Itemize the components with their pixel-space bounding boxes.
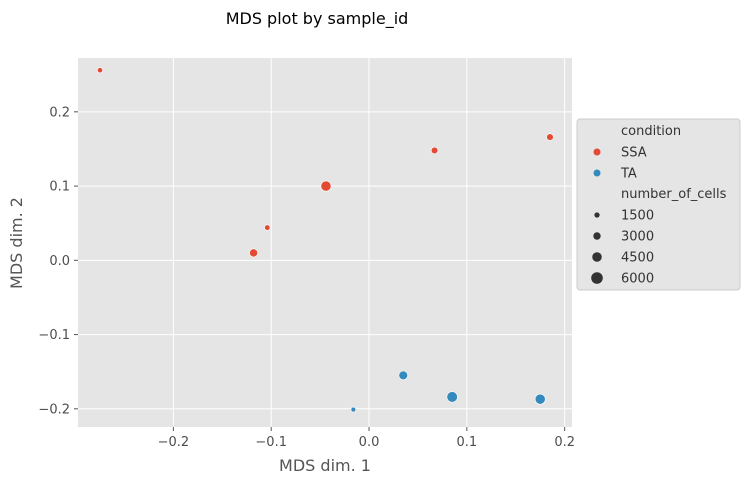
- legend-size-label: 4500: [621, 251, 654, 266]
- y-axis-title: MDS dim. 2: [7, 197, 26, 289]
- data-point-ssa: [264, 224, 271, 231]
- x-axis-title: MDS dim. 1: [279, 456, 371, 475]
- data-point-ta: [398, 370, 408, 381]
- y-tick-label: 0.0: [49, 254, 70, 269]
- data-point-ssa: [430, 146, 439, 155]
- legend-marker-ssa: [593, 148, 601, 156]
- ticks-layer: −0.2 −0.1 0.0 0.1 0.2 −0.2 −0.1 0.0 0.1 0.2: [38, 105, 575, 450]
- data-point-ta: [534, 393, 546, 405]
- legend-size-marker: [591, 272, 603, 284]
- chart-title: MDS plot by sample_id: [226, 9, 409, 29]
- x-tick-label: 0.1: [456, 435, 477, 450]
- legend-size-label: 1500: [621, 209, 654, 224]
- legend-hue-title: condition: [621, 124, 681, 139]
- y-tick-label: −0.1: [38, 328, 70, 343]
- legend-label-ta: TA: [620, 167, 637, 182]
- x-tick-label: −0.1: [255, 435, 287, 450]
- data-point-ta: [350, 406, 357, 413]
- data-point-ta: [446, 391, 458, 403]
- data-point-ssa: [249, 248, 258, 258]
- x-tick-label: 0.2: [554, 435, 575, 450]
- legend-size-entries: 1500 3000 4500 6000: [591, 209, 654, 287]
- data-point-ssa: [97, 67, 103, 74]
- legend-size-marker: [592, 252, 602, 262]
- points-layer: [97, 67, 554, 413]
- legend-size-marker: [593, 232, 601, 240]
- y-tick-label: 0.2: [49, 105, 70, 120]
- data-point-ssa: [546, 133, 554, 141]
- legend: condition SSA TA number_of_cells 1500 3000…: [576, 118, 741, 291]
- legend-box: [576, 118, 741, 291]
- y-tick-label: −0.2: [38, 402, 70, 417]
- legend-hue-entries: SSA TA: [593, 146, 647, 182]
- data-point-ssa: [320, 180, 332, 192]
- legend-marker-ta: [593, 169, 601, 177]
- legend-size-marker: [594, 212, 600, 218]
- legend-size-title: number_of_cells: [621, 187, 727, 202]
- plot-panel: [78, 58, 572, 427]
- x-tick-label: 0.0: [359, 435, 380, 450]
- legend-label-ssa: SSA: [621, 146, 647, 161]
- legend-size-label: 3000: [621, 230, 654, 245]
- legend-size-label: 6000: [621, 272, 654, 287]
- y-tick-label: 0.1: [49, 180, 70, 195]
- x-tick-label: −0.2: [158, 435, 190, 450]
